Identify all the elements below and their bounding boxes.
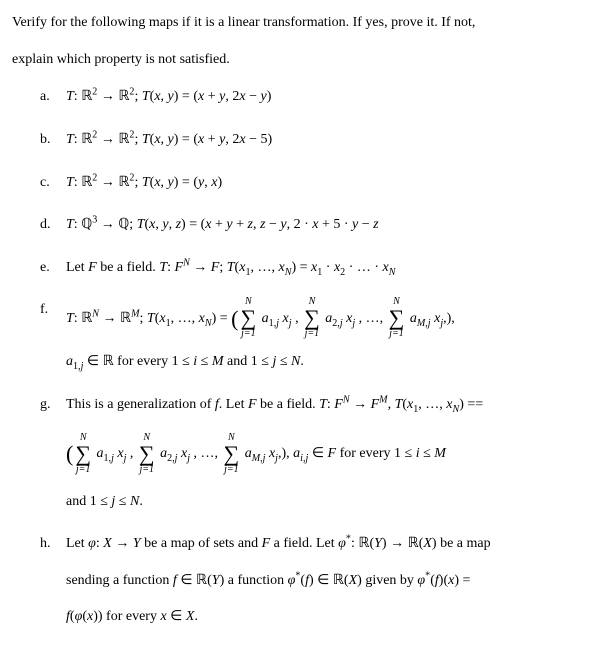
sum-icon: N∑j=1 xyxy=(75,433,91,475)
sum-icon: N∑j=1 xyxy=(139,433,155,475)
intro-block: Verify for the following maps if it is a… xyxy=(12,10,604,72)
item-g-line1: This is a generalization of f. Let F be … xyxy=(66,392,604,419)
item-b-marker: b. xyxy=(40,127,51,154)
item-b: b. T: ℝ2 → ℝ2; T(x, y) = (x + y, 2x − 5) xyxy=(40,127,604,154)
item-c-text: T: ℝ2 → ℝ2; T(x, y) = (y, x) xyxy=(66,175,222,190)
item-a-text: T: ℝ2 → ℝ2; T(x, y) = (x + y, 2x − y) xyxy=(66,89,271,104)
item-f-line1: T: ℝN → ℝM; T(x1, …, xN) = (N∑j=1 a1,j x… xyxy=(66,297,604,339)
item-e: e. Let F be a field. T: FN → F; T(x1, …,… xyxy=(40,255,604,282)
item-f: f. T: ℝN → ℝM; T(x1, …, xN) = (N∑j=1 a1,… xyxy=(40,297,604,376)
item-d-text: T: ℚ3 → ℚ; T(x, y, z) = (x + y + z, z − … xyxy=(66,217,379,232)
item-f-line2: a1,j ∈ ℝ for every 1 ≤ i ≤ M and 1 ≤ j ≤… xyxy=(66,349,604,376)
problem-list: a. T: ℝ2 → ℝ2; T(x, y) = (x + y, 2x − y)… xyxy=(40,84,604,631)
sum-icon: N∑j=1 xyxy=(389,297,405,339)
item-d: d. T: ℚ3 → ℚ; T(x, y, z) = (x + y + z, z… xyxy=(40,212,604,239)
item-a-marker: a. xyxy=(40,84,50,111)
item-h-line1: Let φ: X → Y be a map of sets and F a fi… xyxy=(66,531,604,558)
item-c: c. T: ℝ2 → ℝ2; T(x, y) = (y, x) xyxy=(40,170,604,197)
item-g-marker: g. xyxy=(40,392,51,419)
item-f-marker: f. xyxy=(40,297,48,324)
item-h-line2: sending a function f ∈ ℝ(Y) a function φ… xyxy=(66,568,604,595)
item-e-text: Let F be a field. T: FN → F; T(x1, …, xN… xyxy=(66,260,395,275)
item-g-line3: and 1 ≤ j ≤ N. xyxy=(66,489,604,516)
sum-icon: N∑j=1 xyxy=(224,433,240,475)
item-h: h. Let φ: X → Y be a map of sets and F a… xyxy=(40,531,604,631)
intro-line-1: Verify for the following maps if it is a… xyxy=(12,10,604,35)
sum-icon: N∑j=1 xyxy=(304,297,320,339)
item-b-text: T: ℝ2 → ℝ2; T(x, y) = (x + y, 2x − 5) xyxy=(66,132,272,147)
sum-icon: N∑j=1 xyxy=(240,297,256,339)
item-g: g. This is a generalization of f. Let F … xyxy=(40,392,604,515)
item-g-line2: (N∑j=1 a1,j xj , N∑j=1 a2,j xj , …, N∑j=… xyxy=(66,433,604,475)
item-a: a. T: ℝ2 → ℝ2; T(x, y) = (x + y, 2x − y) xyxy=(40,84,604,111)
item-h-line3: f(φ(x)) for every x ∈ X. xyxy=(66,604,604,631)
item-c-marker: c. xyxy=(40,170,50,197)
item-d-marker: d. xyxy=(40,212,51,239)
item-e-marker: e. xyxy=(40,255,50,282)
intro-line-2: explain which property is not satisfied. xyxy=(12,47,604,72)
item-h-marker: h. xyxy=(40,531,51,558)
